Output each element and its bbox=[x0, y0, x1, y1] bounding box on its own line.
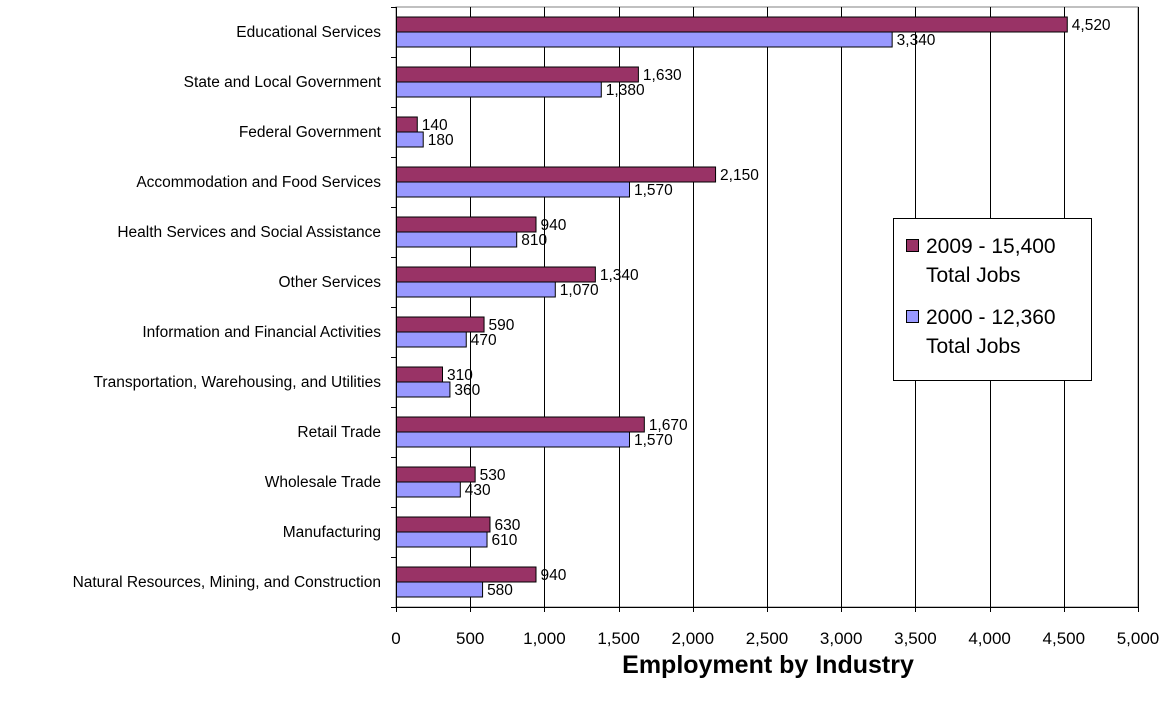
x-tick-label: 5,000 bbox=[1117, 629, 1160, 648]
bar-2009 bbox=[396, 266, 596, 283]
x-tick-label: 2,500 bbox=[746, 629, 789, 648]
bar-2009 bbox=[396, 166, 717, 183]
data-label: 1,070 bbox=[560, 282, 599, 299]
data-label: 360 bbox=[454, 382, 480, 399]
data-label: 1,570 bbox=[634, 432, 673, 449]
bars bbox=[396, 16, 1068, 598]
bar-2009 bbox=[396, 366, 444, 383]
data-label: 610 bbox=[492, 532, 518, 549]
category-label: Other Services bbox=[278, 274, 381, 291]
bar-2000 bbox=[396, 431, 630, 448]
data-label: 530 bbox=[480, 467, 506, 484]
bar-2000 bbox=[396, 231, 518, 248]
data-label: 810 bbox=[521, 232, 547, 249]
data-label: 1,630 bbox=[643, 67, 682, 84]
data-label: 940 bbox=[540, 567, 566, 584]
data-label: 1,380 bbox=[606, 82, 645, 99]
bar-2009 bbox=[396, 316, 485, 333]
data-label: 430 bbox=[465, 482, 491, 499]
legend-swatch bbox=[906, 310, 919, 323]
bar-2000 bbox=[396, 581, 484, 598]
data-label: 470 bbox=[471, 332, 497, 349]
category-label: Natural Resources, Mining, and Construct… bbox=[73, 574, 381, 591]
category-label: Transportation, Warehousing, and Utiliti… bbox=[94, 374, 382, 391]
legend: 2009 - 15,400 Total Jobs 2000 - 12,360 Tota… bbox=[893, 218, 1092, 381]
x-tick-label: 2,000 bbox=[672, 629, 715, 648]
bar-2000 bbox=[396, 381, 451, 398]
category-label: Accommodation and Food Services bbox=[136, 174, 381, 191]
x-tick-label: 500 bbox=[456, 629, 484, 648]
bar-2000 bbox=[396, 81, 602, 98]
bar-2000 bbox=[396, 181, 630, 198]
category-labels: Educational Services State and Local Gove… bbox=[73, 24, 382, 591]
legend-label: 2000 - 12,360 bbox=[926, 306, 1056, 329]
data-label: 4,520 bbox=[1072, 17, 1111, 34]
x-tick-label: 1,500 bbox=[597, 629, 640, 648]
bar-2009 bbox=[396, 216, 537, 233]
bar-2000 bbox=[396, 531, 488, 548]
data-label: 940 bbox=[540, 217, 566, 234]
category-label: Information and Financial Activities bbox=[142, 324, 381, 341]
data-label: 630 bbox=[494, 517, 520, 534]
bar-2009 bbox=[396, 516, 491, 533]
legend-label: 2009 - 15,400 bbox=[926, 235, 1056, 258]
x-tick-label: 3,500 bbox=[894, 629, 937, 648]
bar-2009 bbox=[396, 416, 645, 433]
data-label: 590 bbox=[489, 317, 515, 334]
x-tick-label: 4,500 bbox=[1043, 629, 1086, 648]
bar-2009 bbox=[396, 16, 1068, 33]
data-label: 2,150 bbox=[720, 167, 759, 184]
x-tick-label: 3,000 bbox=[820, 629, 863, 648]
bar-2009 bbox=[396, 116, 418, 133]
category-label: Retail Trade bbox=[297, 424, 381, 441]
bar-2000 bbox=[396, 281, 556, 298]
data-label: 1,340 bbox=[600, 267, 639, 284]
category-label: State and Local Government bbox=[184, 74, 382, 91]
legend-label: Total Jobs bbox=[926, 335, 1021, 358]
category-label: Manufacturing bbox=[283, 524, 381, 541]
x-tick-label: 1,000 bbox=[523, 629, 566, 648]
bar-2009 bbox=[396, 66, 639, 83]
data-label: 580 bbox=[487, 582, 513, 599]
x-tick-label: 4,000 bbox=[968, 629, 1011, 648]
bar-2000 bbox=[396, 481, 461, 498]
category-label: Wholesale Trade bbox=[265, 474, 381, 491]
data-label: 3,340 bbox=[897, 32, 936, 49]
category-label: Health Services and Social Assistance bbox=[117, 224, 381, 241]
legend-swatch bbox=[906, 239, 919, 252]
category-label: Educational Services bbox=[236, 24, 381, 41]
axes: 0 500 1,000 1,500 2,000 2,500 3,000 3,500 4,000 4… bbox=[391, 7, 1159, 648]
data-label: 180 bbox=[428, 132, 454, 149]
bar-2000 bbox=[396, 131, 424, 148]
data-label: 310 bbox=[447, 367, 473, 384]
legend-label: Total Jobs bbox=[926, 264, 1021, 287]
bar-2009 bbox=[396, 466, 476, 483]
bar-2000 bbox=[396, 31, 893, 48]
bar-2000 bbox=[396, 331, 467, 348]
data-labels: 4,5203,3401,6301,3801401802,1501,5709408… bbox=[422, 17, 1111, 599]
category-label: Federal Government bbox=[239, 124, 382, 141]
x-tick-label: 0 bbox=[391, 629, 400, 648]
bar-2009 bbox=[396, 566, 537, 583]
legend-box bbox=[893, 218, 1092, 381]
data-label: 140 bbox=[422, 117, 448, 134]
x-axis-title: Employment by Industry bbox=[622, 651, 914, 679]
data-label: 1,570 bbox=[634, 182, 673, 199]
data-label: 1,670 bbox=[649, 417, 688, 434]
